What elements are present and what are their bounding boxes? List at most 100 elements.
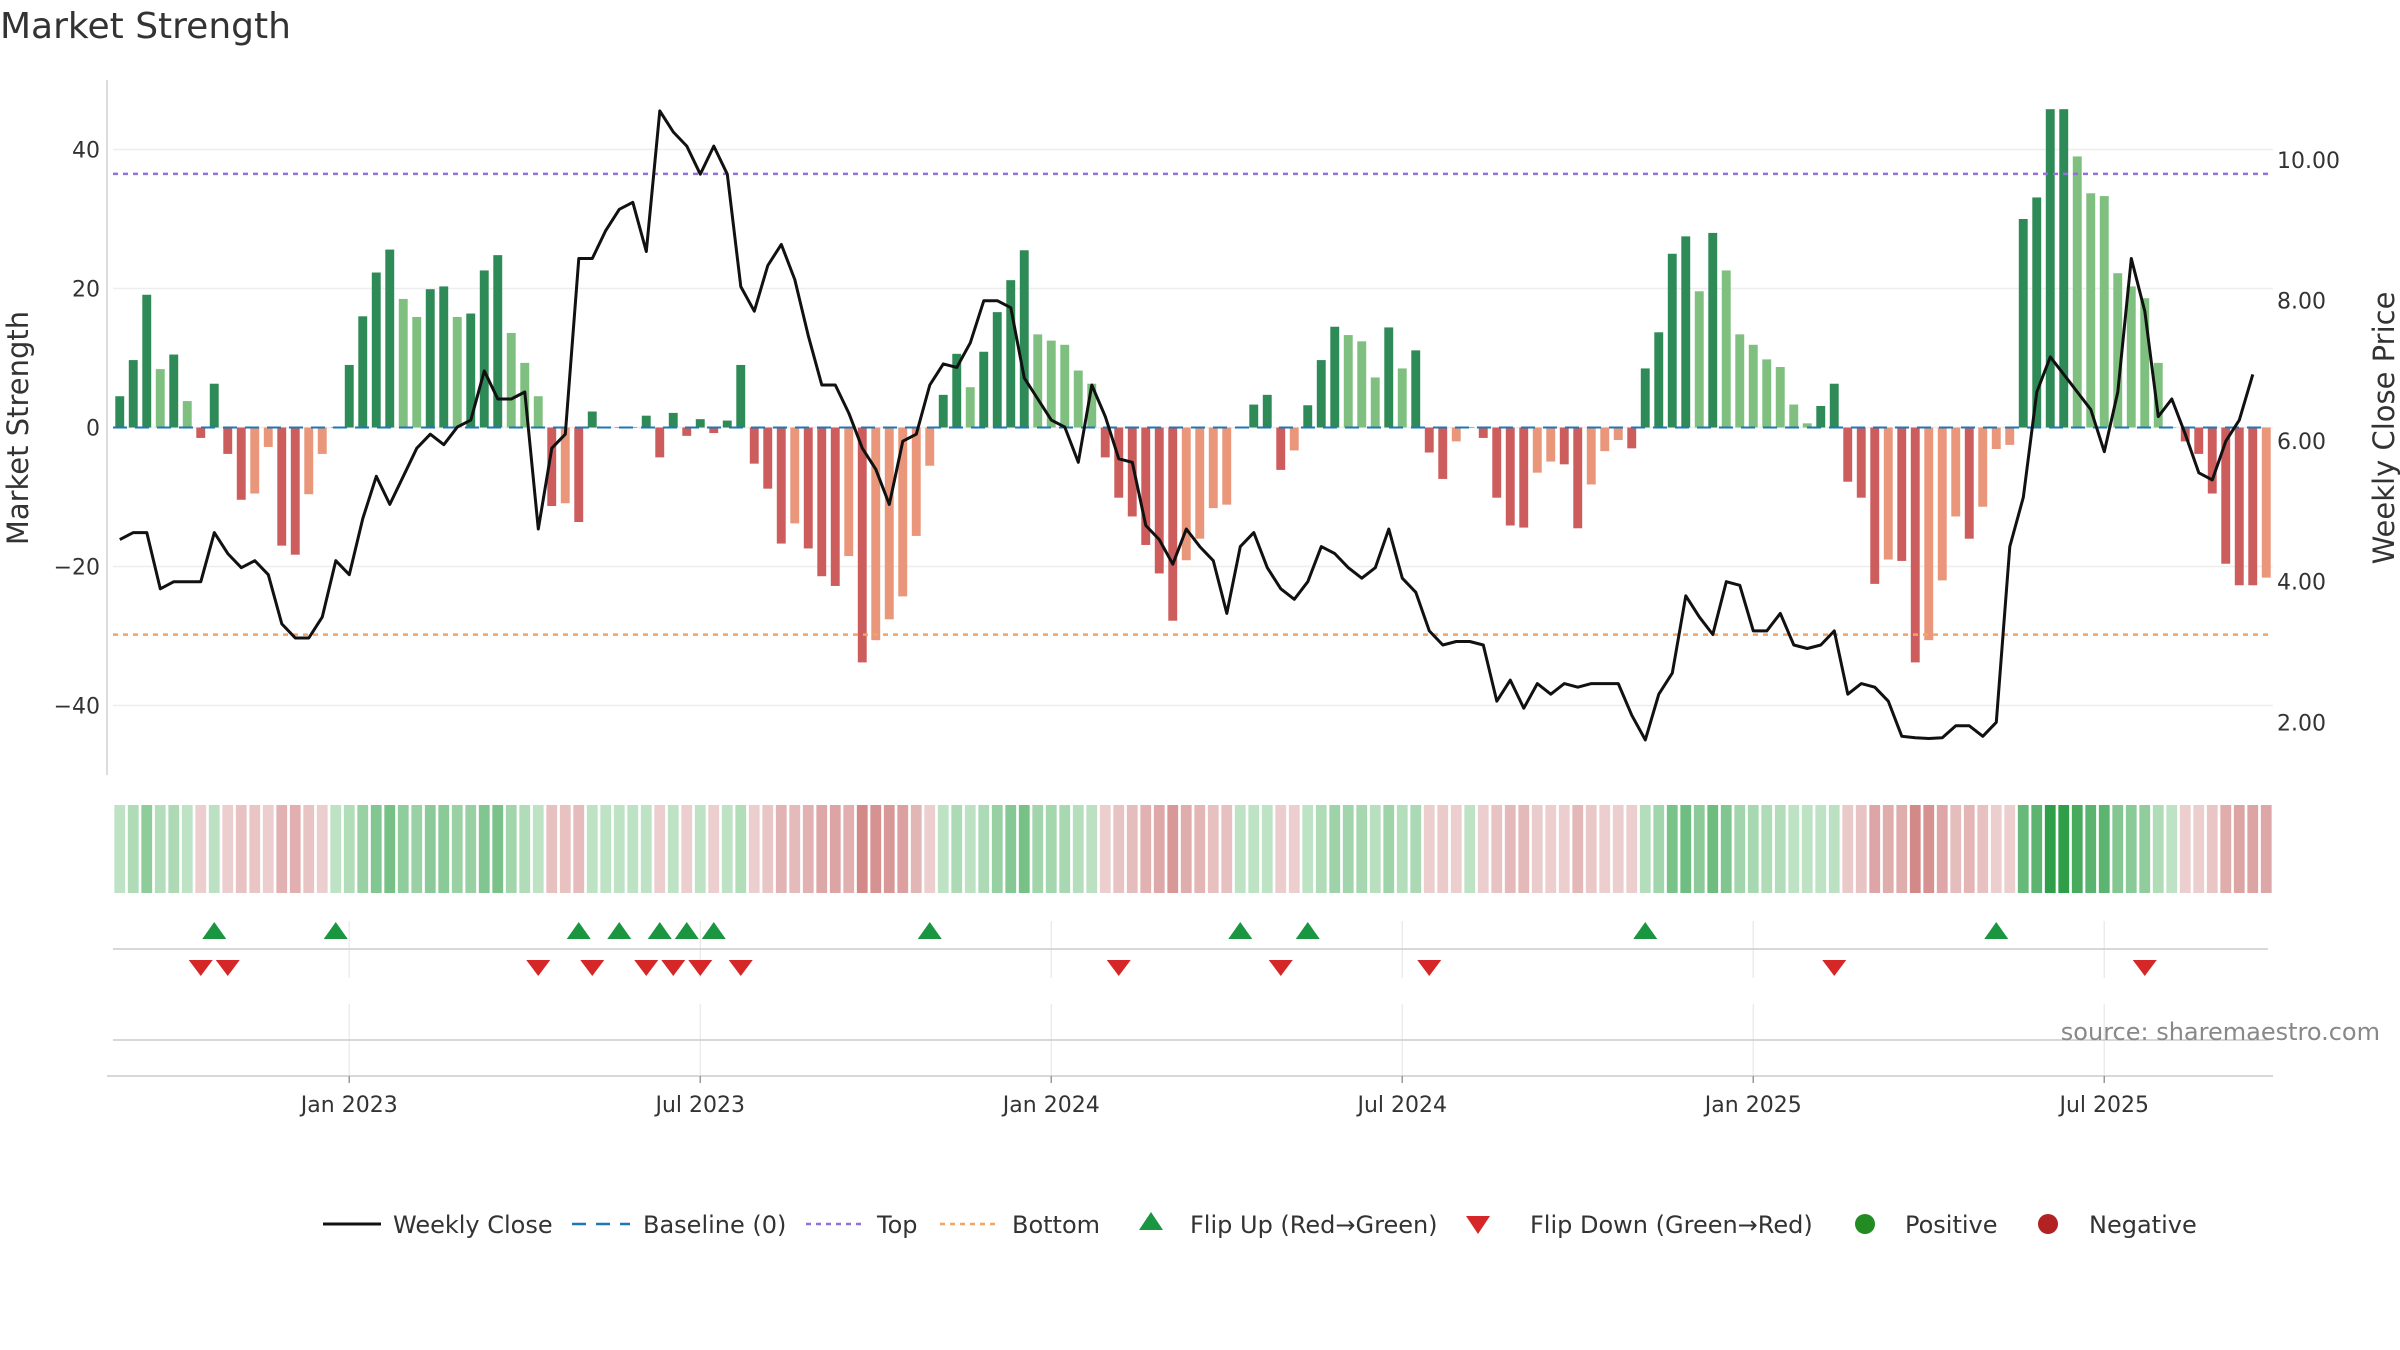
flip-up-marker (701, 922, 726, 939)
strip-cell (1491, 805, 1503, 893)
strip-cell (1126, 805, 1138, 893)
x-tick-label: Jan 2023 (299, 1093, 398, 1118)
strength-bar (830, 427, 840, 586)
strength-bar (1694, 291, 1704, 428)
strength-bar (1816, 405, 1826, 428)
strength-bar (1100, 427, 1110, 458)
strip-cell (1774, 805, 1786, 893)
strip-cell (654, 805, 666, 893)
strength-bar (560, 427, 570, 504)
strength-bar (776, 427, 786, 544)
strength-bar (1883, 427, 1893, 560)
strip-cell (2233, 805, 2245, 893)
strip-cell (330, 805, 342, 893)
strip-cell (1261, 805, 1273, 893)
strip-cell (748, 805, 760, 893)
strength-bar (1978, 427, 1988, 507)
strength-bar (884, 427, 894, 620)
strip-cell (1140, 805, 1152, 893)
strip-cell (1504, 805, 1516, 893)
strength-bar (871, 427, 881, 641)
strip-cell (856, 805, 868, 893)
strip-cell (1909, 805, 1921, 893)
strip-cell (1518, 805, 1530, 893)
strength-bar (587, 411, 597, 428)
strip-cell (1059, 805, 1071, 893)
strip-cell (1099, 805, 1111, 893)
strip-cell (2098, 805, 2110, 893)
strength-bar (857, 427, 867, 663)
strength-bar (992, 312, 1002, 428)
strength-bar (1303, 405, 1313, 428)
legend-top-label: Top (876, 1211, 918, 1239)
strip-cell (627, 805, 639, 893)
x-tick-label: Jul 2024 (1355, 1093, 1447, 1118)
strength-bar (196, 427, 206, 438)
strength-bar (1951, 427, 1961, 517)
flip-up-marker (1633, 922, 1658, 939)
strength-bar (803, 427, 813, 549)
strip-cell (1990, 805, 2002, 893)
strip-cell (1531, 805, 1543, 893)
strength-bar (1910, 427, 1920, 663)
strip-cell (843, 805, 855, 893)
strength-bar (574, 427, 584, 523)
strength-bar (1843, 427, 1853, 482)
strength-bar (1397, 368, 1407, 428)
y2-tick-label: 6.00 (2277, 430, 2326, 455)
strip-cell (1693, 805, 1705, 893)
strength-bar (1613, 427, 1623, 441)
strip-cell (937, 805, 949, 893)
flip-up-marker (1295, 922, 1320, 939)
strip-cell (1356, 805, 1368, 893)
strip-cell (600, 805, 612, 893)
strength-bar (439, 286, 449, 428)
strength-bar (1748, 344, 1758, 428)
flip-up-marker (1984, 922, 2009, 939)
strip-cell (735, 805, 747, 893)
strength-bar (344, 364, 354, 428)
strength-bar (1964, 427, 1974, 539)
legend-positive-icon (1855, 1214, 1875, 1234)
strip-cell (262, 805, 274, 893)
y2-axis-ticks: 10.00 8.00 6.00 4.00 2.00 (2277, 149, 2340, 736)
strength-bar (1033, 334, 1043, 428)
strip-cell (2044, 805, 2056, 893)
strip-cell (181, 805, 193, 893)
strip-cell (1828, 805, 1840, 893)
strength-bar (1721, 270, 1731, 428)
strip-cell (2017, 805, 2029, 893)
strength-bar (844, 427, 854, 557)
strip-cell (816, 805, 828, 893)
strip-cell (2112, 805, 2124, 893)
strength-bar (1856, 427, 1866, 498)
strength-bar (2248, 427, 2258, 586)
strength-bar (965, 387, 975, 428)
strip-cell (681, 805, 693, 893)
strip-cell (2206, 805, 2218, 893)
flip-up-marker (917, 922, 942, 939)
y-tick-label: 0 (86, 417, 100, 442)
strip-cell (424, 805, 436, 893)
strength-heat-strip (114, 805, 2272, 893)
strip-cell (2179, 805, 2191, 893)
strip-cell (1612, 805, 1624, 893)
strength-bar (533, 396, 543, 428)
strip-cell (1882, 805, 1894, 893)
strength-bar (1937, 427, 1947, 581)
y-axis-ticks: 40 20 0 −20 −40 (54, 139, 100, 720)
strength-bar (466, 313, 476, 428)
strip-cell (2139, 805, 2151, 893)
strength-bar (1141, 427, 1151, 545)
strip-cell (1167, 805, 1179, 893)
strip-cell (2247, 805, 2259, 893)
y2-tick-label: 10.00 (2277, 149, 2340, 174)
strip-cell (1153, 805, 1165, 893)
legend-flip-down-label: Flip Down (Green→Red) (1530, 1211, 1813, 1239)
strip-cell (586, 805, 598, 893)
strip-cell (2166, 805, 2178, 893)
strip-cell (1896, 805, 1908, 893)
strength-bar (1991, 427, 2001, 450)
legend-negative-icon (2038, 1214, 2058, 1234)
